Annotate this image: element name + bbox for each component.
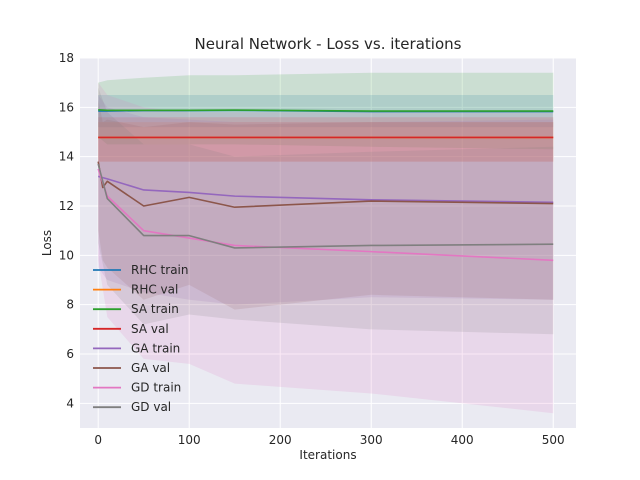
band-series-1 <box>98 122 554 162</box>
line-series-7 <box>97 163 554 249</box>
legend: RHC train RHC val SA train SA val GA train GA… <box>93 263 189 414</box>
band-series-5 <box>98 99 554 310</box>
legend-label: SA train <box>131 302 179 316</box>
x-tick-label: 200 <box>269 433 292 447</box>
x-tick-label: 0 <box>94 433 102 447</box>
legend-label: RHC train <box>131 263 189 277</box>
chart-title: Neural Network - Loss vs. iterations <box>195 35 462 53</box>
plot-area <box>80 58 576 428</box>
series-lines <box>97 109 554 262</box>
band-series-7 <box>98 87 554 335</box>
y-tick-label: 6 <box>66 347 74 361</box>
y-tick-label: 8 <box>66 298 74 312</box>
line-series-4 <box>97 175 554 204</box>
confidence-bands <box>98 72 554 414</box>
band-series-6 <box>98 82 554 414</box>
x-tick-label: 300 <box>360 433 383 447</box>
legend-label: GA val <box>131 361 170 375</box>
x-tick-label: 400 <box>451 433 474 447</box>
legend-label: GA train <box>131 341 180 355</box>
y-tick-label: 12 <box>59 199 74 213</box>
y-axis-ticks: 4 6 8 10 12 14 16 18 <box>59 51 74 410</box>
y-tick-label: 16 <box>59 100 74 114</box>
legend-label: RHC val <box>131 283 178 297</box>
x-tick-label: 100 <box>178 433 201 447</box>
y-tick-label: 18 <box>59 51 74 65</box>
x-tick-label: 500 <box>542 433 565 447</box>
band-series-4 <box>98 95 554 305</box>
y-tick-label: 10 <box>59 248 74 262</box>
legend-label: GD val <box>131 400 171 414</box>
legend-label: GD train <box>131 381 181 395</box>
legend-label: SA val <box>131 322 169 336</box>
band-series-3 <box>98 117 554 162</box>
y-tick-label: 14 <box>59 150 74 164</box>
grid-lines <box>80 57 576 428</box>
line-series-2 <box>98 109 554 112</box>
y-axis-label: Loss <box>40 230 54 256</box>
x-axis-ticks: 0 100 200 300 400 500 <box>94 433 564 447</box>
y-tick-label: 4 <box>66 396 74 410</box>
x-axis-label: Iterations <box>299 448 356 462</box>
